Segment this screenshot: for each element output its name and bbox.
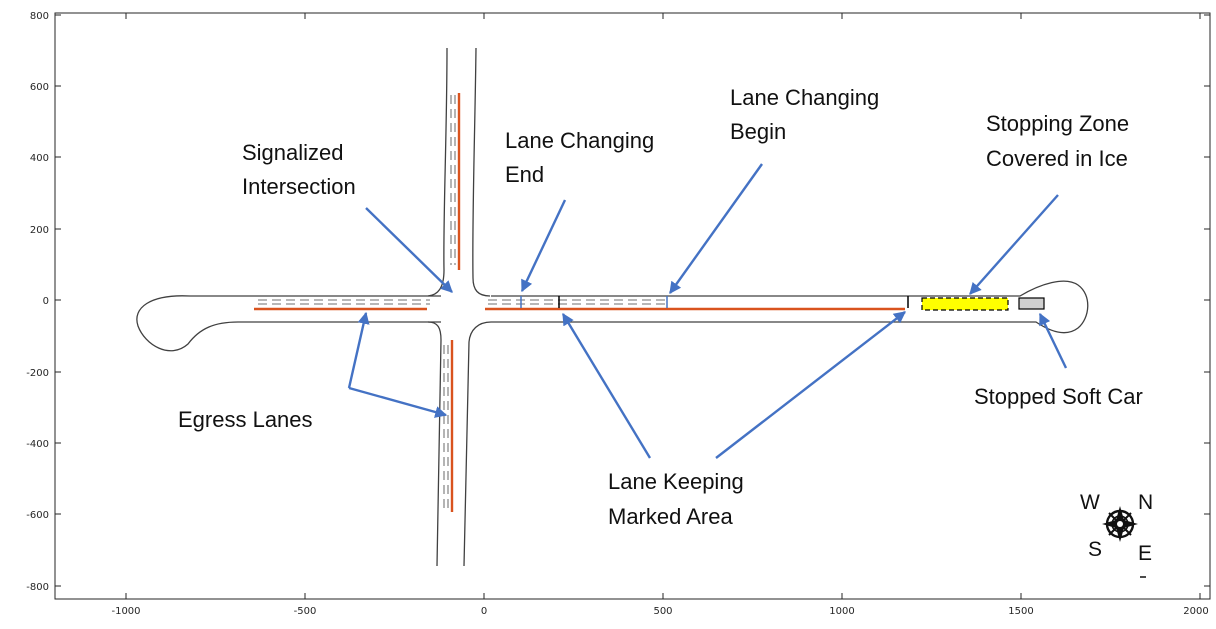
egress-arrow-west — [347, 311, 370, 389]
y-tick-label: -800 — [26, 582, 49, 593]
west-turnaround-loop — [136, 295, 441, 352]
signalized-intersection-label: Signalized — [242, 140, 344, 165]
compass-rose-icon — [1102, 506, 1138, 542]
x-tick-label: -1000 — [111, 606, 140, 617]
stopped-soft-car — [1018, 297, 1045, 310]
lane-markings — [254, 93, 905, 512]
y-tick-label: 0 — [43, 296, 49, 307]
x-tick-label: 500 — [653, 606, 672, 617]
south-road-west-edge — [427, 321, 442, 567]
x-tick-label: 2000 — [1183, 606, 1208, 617]
lane-keeping-arrow-left — [561, 312, 652, 459]
x-tick-label: 1000 — [829, 606, 854, 617]
x-tick-label: 0 — [481, 606, 487, 617]
signalized-arrow — [365, 207, 453, 293]
y-tick-label: 200 — [30, 225, 49, 236]
y-tick-label: 400 — [30, 153, 49, 164]
y-tick-label: -600 — [26, 510, 49, 521]
lane-keeping-label: Marked Area — [608, 504, 733, 529]
callout-arrows — [347, 163, 1068, 459]
lane-change-begin-arrow — [669, 163, 763, 294]
signalized-intersection-label: Intersection — [242, 174, 356, 199]
y-tick-label: 800 — [30, 11, 49, 22]
x-tick-label: 1500 — [1008, 606, 1033, 617]
lane-changing-begin-label: Begin — [730, 119, 786, 144]
lane-changing-end-label: Lane Changing — [505, 128, 654, 153]
stopped-car-arrow — [1038, 312, 1068, 369]
compass-west-label: W — [1080, 491, 1100, 514]
y-axis — [55, 14, 1210, 587]
north-road-east-edge — [472, 47, 491, 297]
north-road-west-edge — [427, 47, 448, 297]
x-axis — [125, 13, 1201, 599]
compass-north-label: N — [1138, 491, 1153, 514]
road-outline — [136, 47, 1089, 567]
ice-stopping-zone — [921, 297, 1009, 311]
stopped-soft-car-label: Stopped Soft Car — [974, 384, 1143, 409]
east-turnaround-loop — [491, 280, 1089, 334]
y-tick-label: 600 — [30, 82, 49, 93]
dashed-lanes — [258, 95, 665, 510]
compass-south-label: S — [1088, 538, 1102, 561]
lane-changing-end-label: End — [505, 162, 544, 187]
lane-changing-begin-label: Lane Changing — [730, 85, 879, 110]
stopping-zone-label: Covered in Ice — [986, 146, 1128, 171]
lane-keeping-arrow-right — [715, 311, 906, 459]
stopping-zone-arrow — [969, 194, 1059, 295]
lane-keeping-label: Lane Keeping — [608, 469, 744, 494]
stopping-zone-label: Stopping Zone — [986, 111, 1129, 136]
egress-lanes-label: Egress Lanes — [178, 407, 313, 432]
plot-area — [54, 12, 1211, 600]
y-tick-label: -400 — [26, 439, 49, 450]
y-tick-label: -200 — [26, 368, 49, 379]
lane-change-end-arrow — [520, 199, 567, 293]
south-road-east-edge — [463, 321, 492, 567]
egress-arrow-south — [348, 386, 448, 418]
compass-east-label: E — [1138, 542, 1152, 565]
x-tick-label: -500 — [294, 606, 317, 617]
